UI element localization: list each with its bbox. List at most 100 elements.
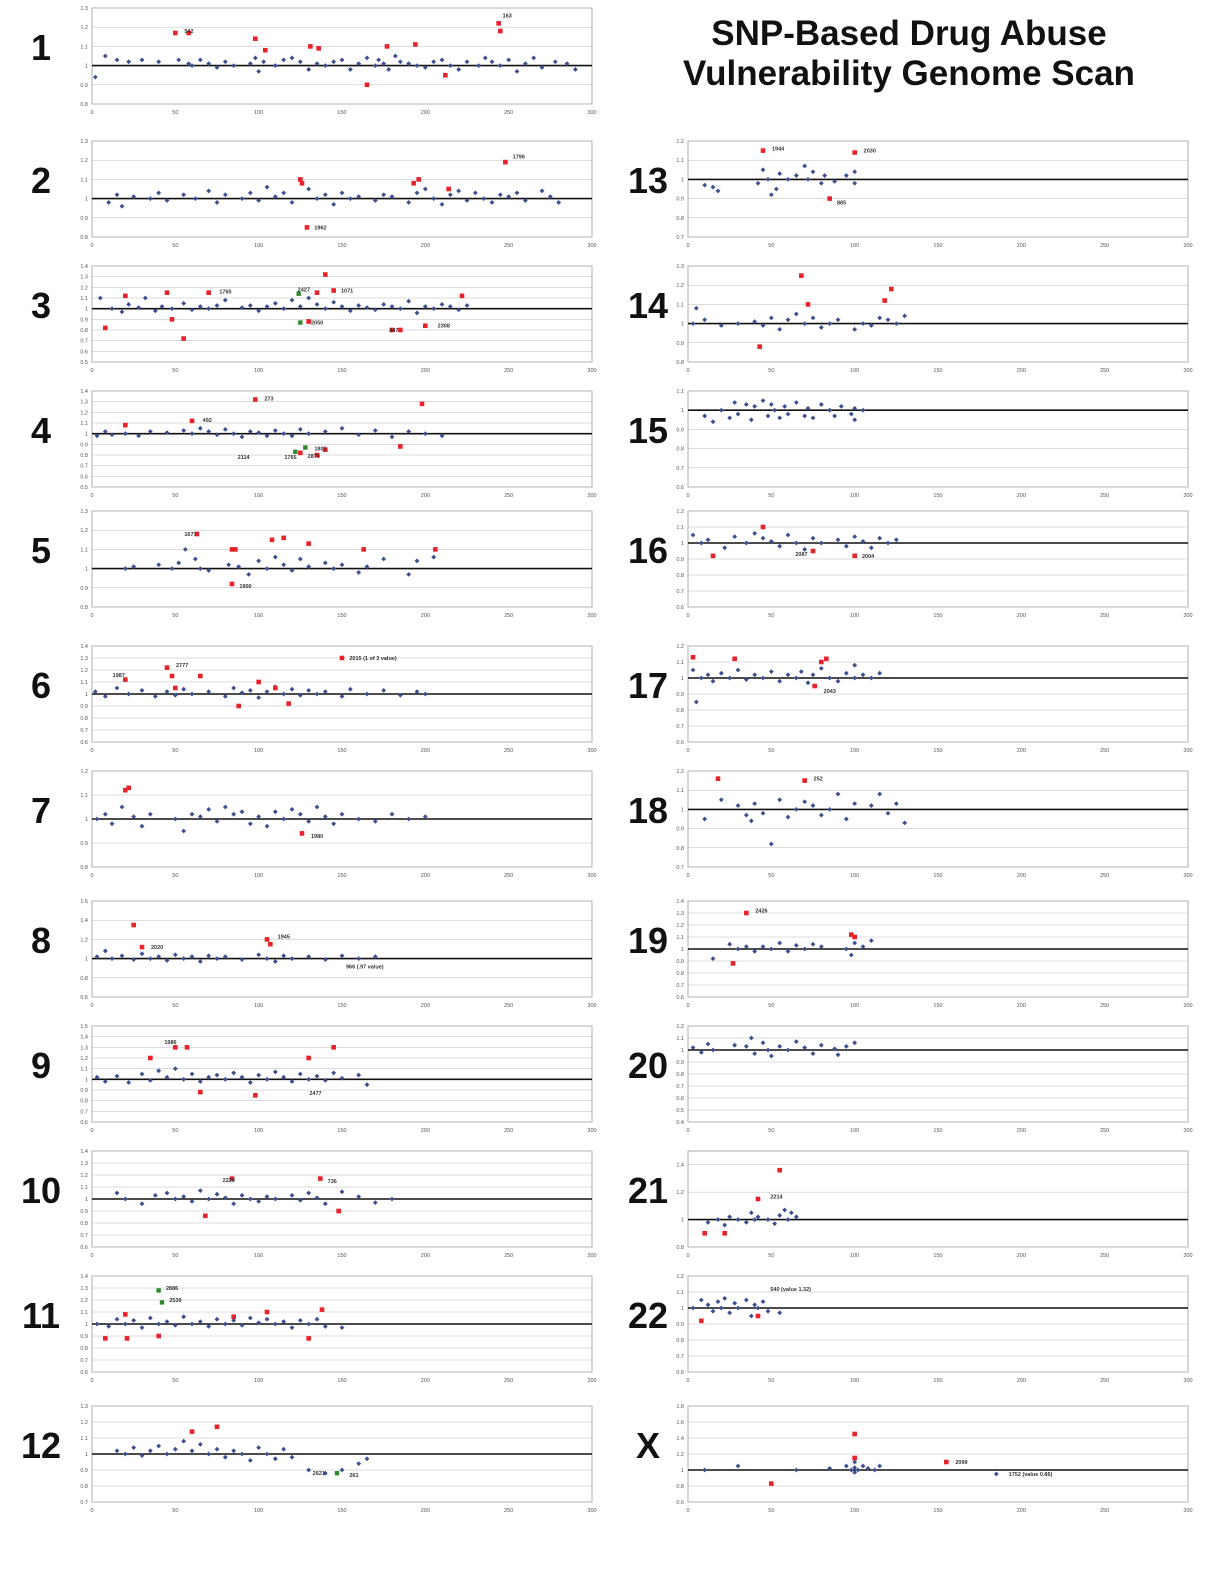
y-tick-label: 1.2 bbox=[80, 1173, 88, 1179]
data-point bbox=[147, 956, 153, 961]
y-tick-label: 0.5 bbox=[676, 1108, 684, 1114]
chromosome-label: 9 bbox=[30, 1045, 52, 1086]
data-point bbox=[843, 173, 849, 178]
x-tick-label: 0 bbox=[90, 1508, 93, 1514]
data-point bbox=[755, 1305, 761, 1311]
data-point bbox=[860, 407, 866, 413]
highlight-point bbox=[889, 286, 894, 292]
data-point bbox=[164, 689, 170, 694]
annotation-label: 252 bbox=[814, 777, 823, 783]
highlight-point bbox=[269, 537, 275, 543]
x-tick-label: 200 bbox=[421, 110, 430, 116]
data-point bbox=[322, 306, 328, 312]
x-tick-label: 100 bbox=[254, 110, 263, 116]
plot-frame bbox=[91, 140, 593, 238]
data-point bbox=[852, 326, 858, 332]
y-tick-label: 1.2 bbox=[80, 158, 88, 164]
data-point bbox=[539, 65, 545, 70]
chart-svg: 1.1 1 0.9 0.8 0.7 0.60 50 100 150 200 250 300 bbox=[676, 389, 1192, 499]
y-tick-label: 1.2 bbox=[80, 769, 88, 775]
data-point bbox=[247, 1196, 253, 1202]
data-point bbox=[197, 304, 203, 309]
data-point bbox=[852, 417, 858, 423]
chromosome-panel-14: 14 1.3 1.2 1.1 1 0.9 0.8 0 50 100 150 200 250 300 bbox=[600, 260, 1200, 375]
annotation-label: 2886 bbox=[166, 1286, 178, 1292]
annotation-label: 2099 bbox=[955, 1460, 967, 1466]
y-tick-label: 0.9 bbox=[676, 692, 684, 698]
x-tick-label: 0 bbox=[90, 243, 93, 249]
highlight-point bbox=[203, 1213, 208, 1219]
data-point bbox=[272, 809, 278, 815]
x-tick-label: 50 bbox=[768, 1003, 774, 1009]
data-point bbox=[306, 954, 312, 960]
y-tick-label: 1.1 bbox=[80, 177, 88, 183]
x-tick-label: 150 bbox=[933, 1128, 942, 1134]
y-tick-label: 1 bbox=[681, 1468, 684, 1474]
x-tick-label: 0 bbox=[686, 243, 689, 249]
x-tick-label: 0 bbox=[686, 493, 689, 499]
highlight-point bbox=[810, 548, 816, 554]
x-tick-label: 100 bbox=[254, 1253, 263, 1259]
y-tick-label: 1.2 bbox=[676, 644, 684, 650]
data-point bbox=[246, 571, 252, 577]
data-point bbox=[698, 675, 704, 681]
data-point bbox=[406, 200, 412, 205]
x-tick-label: 50 bbox=[768, 1128, 774, 1134]
chromosome-label: 20 bbox=[627, 1045, 669, 1086]
x-tick-label: 50 bbox=[172, 1508, 178, 1514]
chart-svg: 1.2 1.1 1 0.9 0.8 0.70 50 100 150 200 250 300 1944 20… bbox=[676, 139, 1192, 249]
data-point bbox=[785, 532, 791, 538]
data-point bbox=[289, 807, 295, 812]
x-tick-label: 250 bbox=[1100, 243, 1109, 249]
data-point bbox=[760, 675, 766, 681]
x-tick-label: 50 bbox=[768, 368, 774, 374]
data-point bbox=[256, 814, 262, 819]
data-point bbox=[372, 428, 378, 433]
highlight-point bbox=[755, 1196, 761, 1202]
data-point bbox=[139, 1071, 145, 1077]
x-tick-label: 250 bbox=[504, 613, 513, 619]
data-point bbox=[431, 59, 437, 65]
data-point bbox=[189, 63, 195, 68]
highlight-point bbox=[323, 447, 328, 452]
data-point bbox=[256, 952, 262, 958]
data-point bbox=[793, 540, 799, 546]
highlight-point bbox=[264, 1309, 270, 1315]
y-tick-label: 0.8 bbox=[80, 1484, 88, 1490]
x-tick-label: 300 bbox=[587, 748, 596, 754]
data-point bbox=[339, 190, 345, 196]
data-point bbox=[431, 554, 437, 560]
data-point bbox=[715, 188, 721, 194]
annotation-label: 2015 (1 of 3 value) bbox=[349, 656, 397, 662]
x-tick-label: 200 bbox=[1017, 613, 1026, 619]
x-tick-label: 300 bbox=[587, 613, 596, 619]
highlight-point bbox=[263, 47, 268, 53]
x-tick-label: 150 bbox=[337, 368, 346, 374]
data-point bbox=[156, 954, 162, 960]
x-tick-label: 0 bbox=[686, 1378, 689, 1384]
data-point bbox=[136, 305, 142, 310]
highlight-point bbox=[331, 1045, 336, 1050]
data-point bbox=[710, 184, 716, 190]
data-point bbox=[372, 954, 378, 960]
highlight-point bbox=[777, 1167, 782, 1173]
data-point bbox=[705, 672, 711, 678]
y-tick-label: 0.9 bbox=[676, 427, 684, 433]
x-tick-label: 200 bbox=[421, 1253, 430, 1259]
chromosome-panel-11: 11 1.4 1.3 1.2 1.1 1 0.9 0.8 0.7 0.6 0 50 100 150 200 2… bbox=[0, 1270, 600, 1385]
y-tick-label: 0.8 bbox=[80, 716, 88, 722]
x-tick-label: 0 bbox=[90, 493, 93, 499]
data-point bbox=[727, 675, 733, 681]
y-tick-label: 1.4 bbox=[80, 1149, 88, 1155]
data-point bbox=[289, 200, 295, 205]
data-point bbox=[272, 1069, 278, 1075]
data-point bbox=[868, 675, 874, 681]
highlight-point bbox=[229, 581, 235, 587]
data-point bbox=[339, 425, 345, 431]
data-point bbox=[106, 200, 112, 205]
annotation-label: 2020 bbox=[151, 945, 163, 951]
data-point bbox=[818, 325, 824, 330]
data-point bbox=[514, 68, 520, 74]
data-point bbox=[818, 402, 824, 407]
y-tick-label: 0.8 bbox=[80, 1221, 88, 1227]
